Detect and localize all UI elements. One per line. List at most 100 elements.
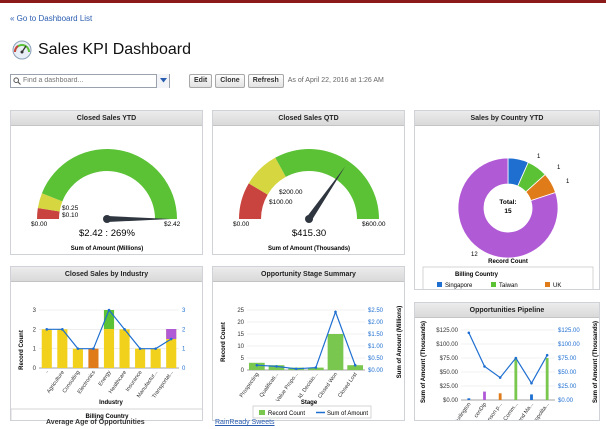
legend-swatch-bar <box>259 410 265 415</box>
bar[interactable] <box>530 394 533 400</box>
donut-total-value: 15 <box>504 208 512 215</box>
gauge-needle-hub <box>305 215 313 223</box>
bar[interactable] <box>119 329 130 368</box>
y-axis-label-right: Sum of Amount (Millions) <box>397 306 403 378</box>
bar[interactable] <box>483 391 486 400</box>
industry-bars <box>41 310 177 368</box>
y-right-tick-label: $1.00 <box>368 344 384 350</box>
dashboard-search-input[interactable] <box>23 77 157 84</box>
series-line <box>468 332 548 385</box>
clone-button[interactable]: Clone <box>215 73 245 88</box>
industry-chart: Record Count 0 0 1 1 2 2 3 3 -AgricultureConsul… <box>11 308 202 420</box>
y-axis-label: Record Count <box>19 330 25 370</box>
stage-chart: Record Count Sum of Amount (Millions) 0 $… <box>221 306 403 419</box>
bar[interactable] <box>347 365 364 370</box>
page-title-row: Sales KPI Dashboard <box>12 37 191 63</box>
legend-title: Billing Country <box>455 272 499 278</box>
legend-swatch <box>437 282 442 287</box>
x-tick-label: - <box>44 370 50 375</box>
gauge-band <box>275 149 379 219</box>
gauge-mark-label: $0.25 <box>62 205 79 212</box>
y-right-tick-label: 2 <box>182 327 186 333</box>
pipeline-chart: Sum of Amount (Thousands) Sum of Amount … <box>421 321 599 421</box>
gauge-needle <box>107 216 171 222</box>
closed-sales-qtd-gauge: $0.00 $600.00 $200.00 $100.00 $415.30 Su… <box>233 149 386 252</box>
y-tick-label: 0 <box>241 368 245 374</box>
dashboard-search[interactable] <box>10 73 170 88</box>
bar-segment[interactable] <box>166 329 177 339</box>
closed-sales-by-industry-panel[interactable]: Closed Sales by Industry Record Count 0 0… <box>10 266 203 421</box>
stage-axes: 0 $0.00 5 $0.50 10 $1.00 15 $1.50 20 $2.00 25 $2.50 <box>237 308 383 374</box>
refresh-button[interactable]: Refresh <box>247 73 284 88</box>
sales-by-country-panel[interactable]: Sales by Country YTD Total: 15 1 1 1 12 … <box>414 110 600 290</box>
legend-title: Billing Country <box>86 414 130 420</box>
gauge-band <box>248 157 286 195</box>
bar[interactable] <box>103 310 115 368</box>
y-right-tick-label: 0 <box>182 366 186 372</box>
donut-footer: Record Count <box>488 259 528 265</box>
y-right-tick-label: 3 <box>182 308 186 314</box>
bar[interactable] <box>498 393 502 400</box>
bar[interactable] <box>41 329 52 368</box>
gauge-max-label: $600.00 <box>362 221 386 228</box>
gauge-mark-label: $0.10 <box>62 212 79 219</box>
series-line <box>256 310 356 370</box>
legend-box <box>11 408 202 420</box>
legend-box <box>422 266 594 289</box>
chevron-down-icon <box>159 78 167 83</box>
bar[interactable] <box>88 348 99 368</box>
dashboard-dropdown-button[interactable] <box>156 73 169 88</box>
donut-segments <box>457 157 559 259</box>
bar[interactable] <box>166 329 177 368</box>
donut-total-label: Total: <box>499 199 516 206</box>
bar[interactable] <box>514 358 518 400</box>
bar[interactable] <box>135 348 146 368</box>
bar[interactable] <box>72 348 83 368</box>
segment-label: 1 <box>557 165 561 171</box>
x-tick-label: Energy <box>98 370 113 388</box>
line-point <box>255 363 259 367</box>
opportunities-pipeline-panel[interactable]: Opportunities Pipeline Sum of Amount (Th… <box>414 302 600 421</box>
y-tick-label: $0.00 <box>443 398 459 404</box>
pipeline-line <box>467 331 549 385</box>
y-tick-label: 25 <box>237 308 244 314</box>
y-tick-label: 2 <box>33 327 37 333</box>
opportunity-stage-summary-panel[interactable]: Opportunity Stage Summary Record Count S… <box>212 266 405 421</box>
cut-off-table-link[interactable]: RainReady Sweets <box>215 419 275 426</box>
donut-hole <box>484 184 532 232</box>
search-icon <box>13 76 21 85</box>
legend-items: SingaporeTaiwanUKUSA <box>437 282 561 289</box>
x-axis-label: Industry <box>99 400 123 406</box>
gauge-band <box>37 208 60 219</box>
closed-sales-qtd-panel[interactable]: Closed Sales QTD $0.00 $600.00 $200.00 $… <box>212 110 405 255</box>
gauge-footer: Sum of Amount (Millions) <box>71 246 143 252</box>
bar[interactable] <box>150 348 161 368</box>
panel-title: Opportunity Stage Summary <box>213 267 404 282</box>
gauge-min-label: $0.00 <box>31 221 48 228</box>
y-axis-label-right: Sum of Amount (Thousands) <box>593 321 599 403</box>
segment-label: 12 <box>471 252 478 258</box>
bar-segment[interactable] <box>103 310 115 329</box>
y-tick-label: $75.00 <box>440 356 459 362</box>
y-tick-label: 1 <box>33 347 37 353</box>
legend-label: Taiwan <box>499 283 518 289</box>
gauge-value: $415.30 <box>292 228 326 239</box>
y-right-tick-label: 1 <box>182 347 186 353</box>
x-tick-label: Burlington <box>453 402 472 421</box>
y-tick-label: 20 <box>237 320 244 326</box>
bar[interactable] <box>327 334 344 370</box>
edit-button[interactable]: Edit <box>189 73 213 88</box>
y-tick-label: 0 <box>33 366 37 372</box>
bar[interactable] <box>57 329 68 368</box>
segment-label: 1 <box>537 154 541 160</box>
y-axis-label: Sum of Amount (Thousands) <box>421 321 427 403</box>
gauge-mark-label: $200.00 <box>279 189 303 196</box>
bar[interactable] <box>467 398 471 400</box>
closed-sales-ytd-panel[interactable]: Closed Sales YTD $0.00 $2.42 $0.25 $0.10… <box>10 110 203 255</box>
gauge-needle-hub <box>103 215 111 223</box>
bar[interactable] <box>545 358 549 400</box>
back-to-dashboard-list-link[interactable]: « Go to Dashboard List <box>10 14 93 23</box>
panel-title: Opportunities Pipeline <box>415 303 599 318</box>
y-right-tick-label: $0.50 <box>368 356 384 362</box>
